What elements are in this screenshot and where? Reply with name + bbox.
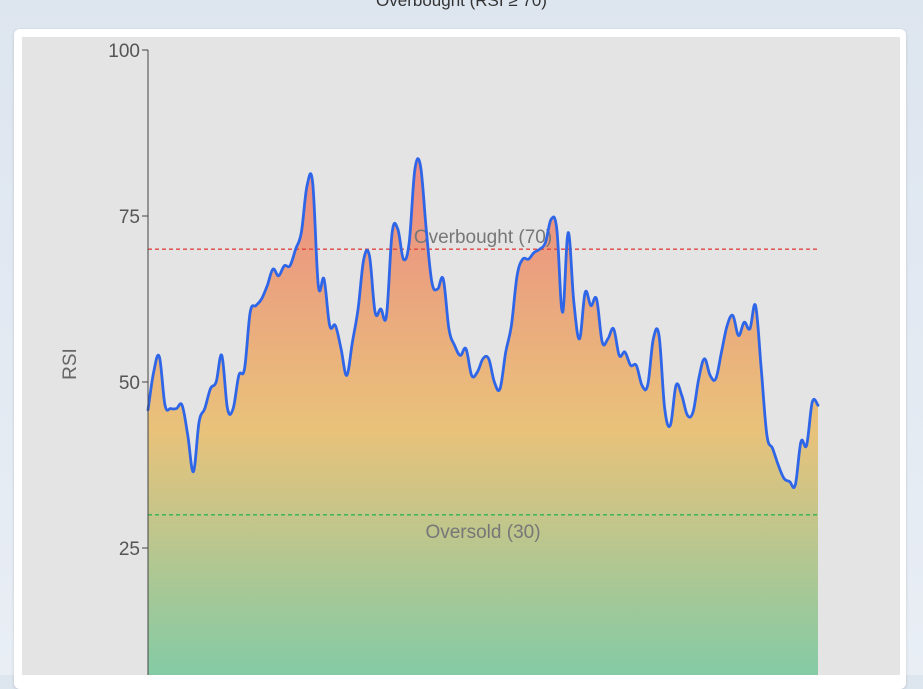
y-tick-label: 100 <box>108 41 140 62</box>
rsi-chart: Overbought (70) Oversold (30) 25 50 75 100 RS… <box>22 37 900 675</box>
y-axis: 25 50 75 100 RSI <box>60 41 149 675</box>
rsi-area <box>148 158 818 675</box>
y-tick-label: 75 <box>119 207 140 228</box>
y-tick-label: 25 <box>119 539 140 560</box>
line-layer <box>146 157 820 489</box>
area-layer <box>148 158 818 675</box>
legend-caption: Overbought (RSI ≥ 70) <box>376 0 547 10</box>
reference-lines: Overbought (70) Oversold (30) <box>148 227 818 543</box>
rsi-series-line <box>146 157 820 489</box>
y-tick-label: 50 <box>119 373 140 394</box>
y-axis-title: RSI <box>60 348 81 380</box>
overbought-label: Overbought (70) <box>414 227 552 248</box>
oversold-label: Oversold (30) <box>425 522 540 543</box>
